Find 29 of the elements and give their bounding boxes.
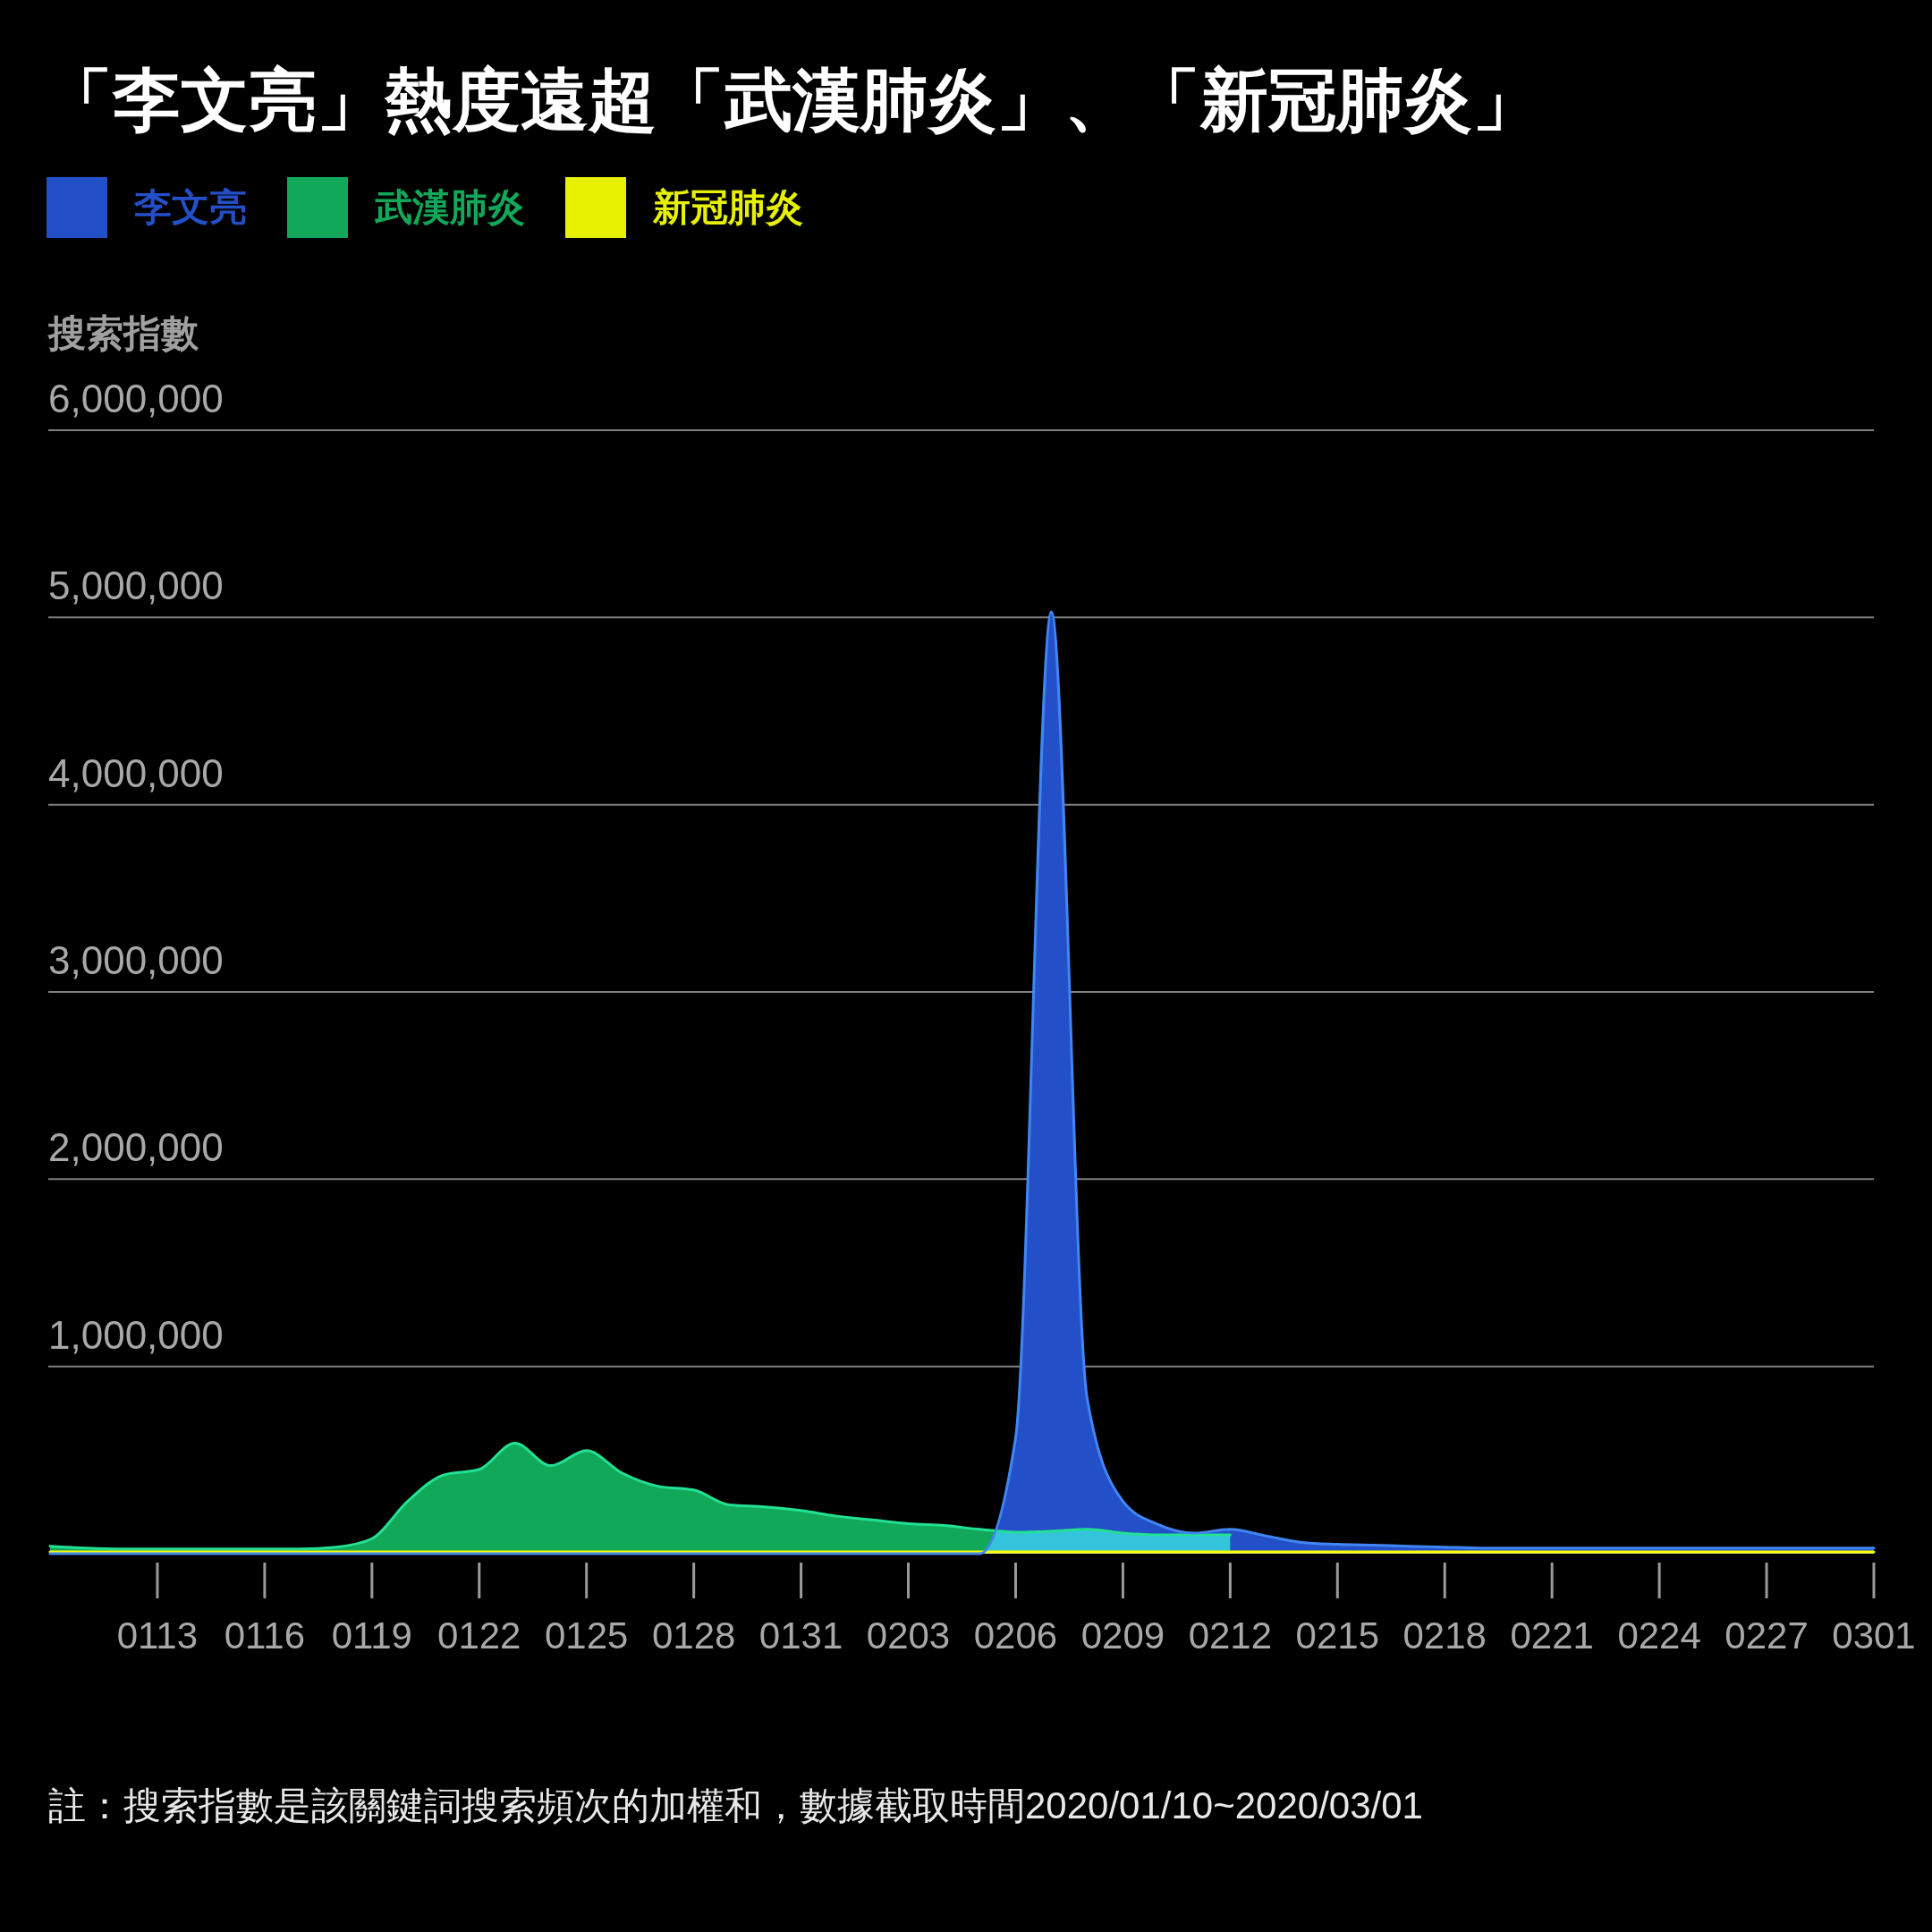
xtick-label: 0206: [973, 1614, 1058, 1657]
xtick-label: 0116: [224, 1614, 306, 1657]
xtick-label: 0128: [651, 1614, 736, 1657]
ytick-label: 2,000,000: [48, 1125, 224, 1170]
xtick-label: 0203: [866, 1614, 951, 1657]
legend-label: 李文亮: [134, 186, 247, 228]
ytick-label: 1,000,000: [48, 1312, 224, 1357]
ytick-label: 3,000,000: [48, 938, 224, 982]
xtick-label: 0215: [1295, 1614, 1379, 1657]
ylabel: 搜索指數: [48, 312, 199, 354]
xtick-label: 0227: [1724, 1614, 1809, 1657]
xtick-label: 0119: [331, 1614, 412, 1657]
xtick-label: 0221: [1510, 1614, 1594, 1657]
xtick-label: 0122: [437, 1614, 521, 1657]
xtick-label: 0131: [758, 1614, 843, 1657]
ytick-label: 4,000,000: [48, 750, 224, 795]
xtick-label: 0301: [1832, 1614, 1916, 1657]
ytick-label: 5,000,000: [48, 564, 224, 608]
ytick-label: 6,000,000: [48, 377, 224, 420]
legend-label: 新冠肺炎: [653, 186, 803, 228]
xtick-label: 0125: [545, 1614, 629, 1657]
xtick-label: 0212: [1188, 1614, 1273, 1657]
note: 註：搜索指數是該關鍵詞搜索頻次的加權和，數據截取時間2020/01/10~2020/03/01: [48, 1784, 1423, 1826]
xtick-label: 0218: [1402, 1614, 1487, 1657]
title: 「李文亮」熱度遠超「武漢肺炎」、「新冠肺炎」: [45, 62, 1540, 138]
xtick-label: 0113: [116, 1614, 199, 1657]
xtick-label: 0224: [1617, 1614, 1701, 1657]
legend-label: 武漢肺炎: [375, 186, 525, 228]
xtick-label: 0209: [1080, 1614, 1165, 1657]
